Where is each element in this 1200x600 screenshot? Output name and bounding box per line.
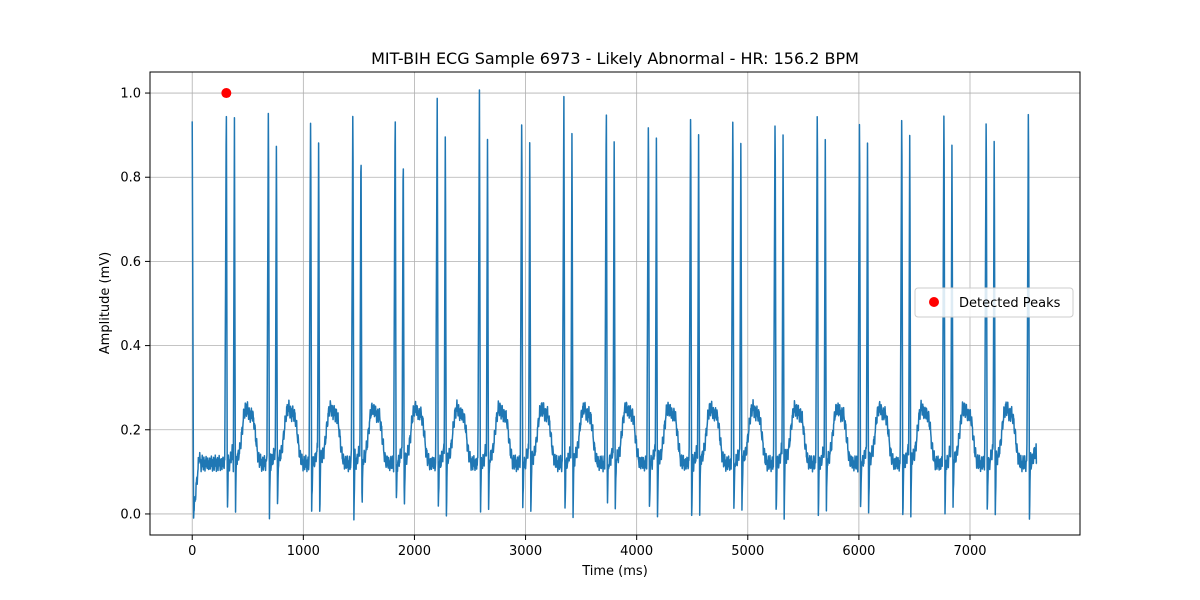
legend-marker-detected-peaks [929, 297, 939, 307]
y-tick-label: 0.0 [120, 507, 141, 522]
plot-frame [149, 71, 1081, 536]
x-tick-label: 3000 [509, 544, 542, 559]
x-tick-label: 4000 [620, 544, 653, 559]
series-layer [191, 88, 1038, 521]
x-tick-label: 5000 [731, 544, 764, 559]
x-axis-label: Time (ms) [581, 564, 648, 579]
chart-title: MIT-BIH ECG Sample 6973 - Likely Abnorma… [371, 49, 859, 68]
legend-box [914, 287, 1074, 318]
detected-peak-point [221, 88, 232, 99]
ecg-signal-line [191, 89, 1038, 521]
y-tick-label: 0.4 [120, 339, 141, 354]
x-tick-label: 6000 [842, 544, 875, 559]
x-tick-label: 1000 [287, 544, 320, 559]
y-tick-label: 0.6 [120, 255, 141, 270]
y-axis-label: Amplitude (mV) [98, 252, 113, 354]
x-tick-label: 7000 [953, 544, 986, 559]
x-tick-label: 2000 [398, 544, 431, 559]
legend-label-detected-peaks: Detected Peaks [959, 296, 1061, 311]
y-tick-label: 0.8 [120, 171, 141, 186]
x-tick-label: 0 [188, 544, 196, 559]
y-tick-label: 0.2 [120, 423, 141, 438]
y-tick-label: 1.0 [120, 87, 141, 102]
tick-layer: 0 1000 2000 3000 4000 5000 6000 7000 0.0 0.2 0.4 0.… [120, 87, 986, 559]
legend: Detected Peaks [914, 287, 1074, 318]
